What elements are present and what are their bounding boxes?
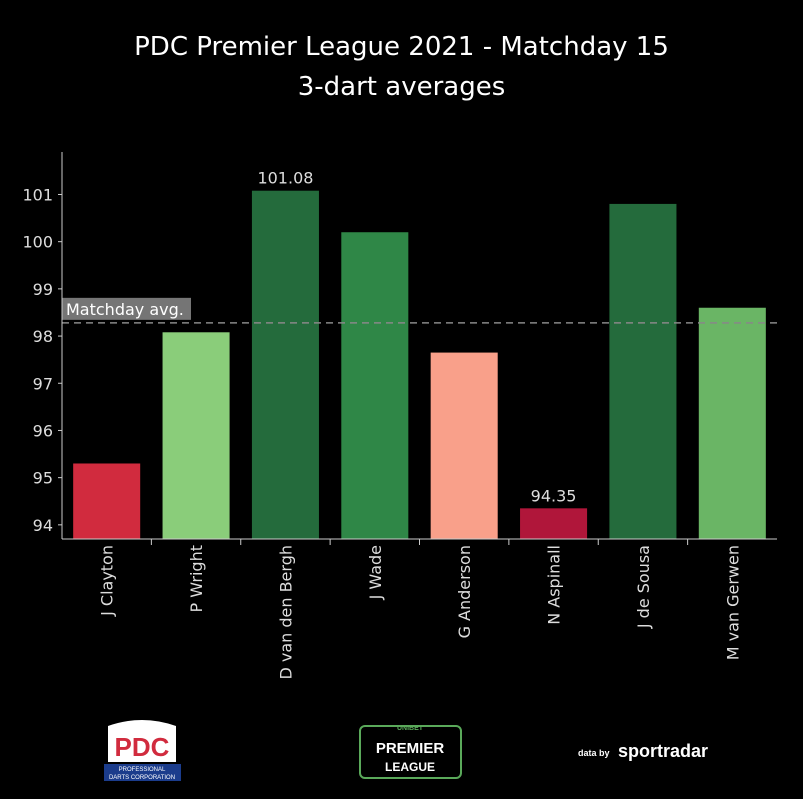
bar-3: [341, 232, 409, 540]
pdc-logo: PDC PROFESSIONAL DARTS CORPORATION: [104, 720, 181, 781]
x-category-label-2: D van den Bergh: [276, 545, 295, 680]
x-category-label-3: J Wade: [366, 545, 385, 600]
bar-5: [520, 508, 588, 539]
sportradar-logo-prefix: data by: [578, 748, 610, 758]
bar-1: [162, 332, 230, 539]
bar-0: [73, 463, 141, 539]
x-category-label-4: G Anderson: [455, 545, 474, 638]
x-category-label-6: J de Sousa: [634, 545, 653, 629]
y-tick-label-96: 96: [33, 421, 53, 440]
bar-7: [698, 307, 766, 539]
y-tick-label-98: 98: [33, 327, 53, 346]
bar-4: [430, 352, 498, 539]
pdc-logo-main: PDC: [115, 732, 170, 762]
chart-subtitle: 3-dart averages: [297, 72, 506, 102]
y-tick-label-95: 95: [33, 469, 53, 488]
matchday-avg-label: Matchday avg.: [66, 300, 184, 319]
premier-league-logo: UNIBET PREMIER LEAGUE: [359, 725, 462, 779]
y-tick-label-100: 100: [22, 233, 53, 252]
pdc-logo-sub2: DARTS CORPORATION: [109, 775, 175, 781]
x-category-label-7: M van Gerwen: [723, 545, 742, 660]
y-tick-label-97: 97: [33, 374, 53, 393]
premier-league-logo-line1: PREMIER: [376, 740, 445, 757]
premier-league-logo-line2: LEAGUE: [385, 760, 435, 774]
y-tick-label-101: 101: [22, 185, 53, 204]
sportradar-logo-brand: sportradar: [618, 741, 708, 761]
data-label-5: 94.35: [531, 486, 577, 505]
x-category-label-0: J Clayton: [98, 545, 117, 617]
matchday-avg-label-box: [62, 297, 191, 320]
chart-title: PDC Premier League 2021 - Matchday 15: [134, 32, 669, 62]
x-category-label-1: P Wright: [187, 545, 206, 612]
bar-6: [609, 203, 677, 540]
sportradar-logo: data by sportradar: [578, 741, 708, 761]
bar-2: [251, 190, 319, 539]
pdc-logo-sub1: PROFESSIONAL: [119, 767, 166, 773]
x-category-label-5: N Aspinall: [545, 545, 564, 625]
y-tick-label-99: 99: [33, 280, 53, 299]
data-label-2: 101.08: [257, 169, 313, 188]
y-tick-label-94: 94: [33, 516, 53, 535]
premier-league-logo-top: UNIBET: [397, 725, 424, 732]
